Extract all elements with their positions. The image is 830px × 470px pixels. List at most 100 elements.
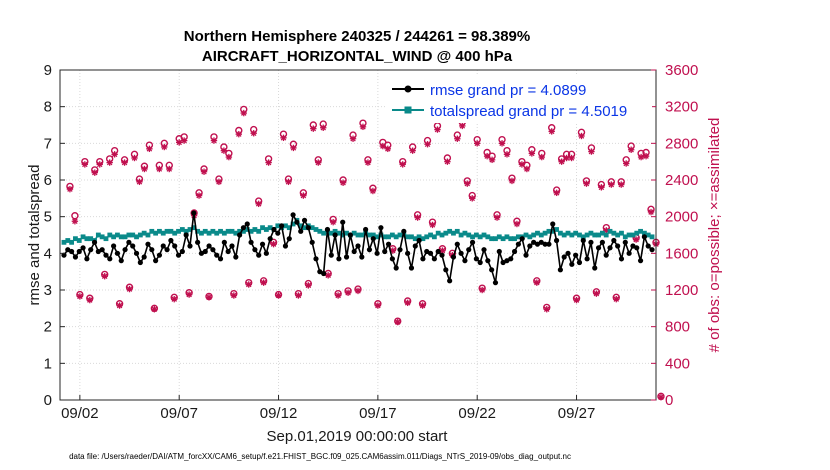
rmse-point <box>156 252 163 258</box>
rmse-point <box>91 239 98 245</box>
rmse-point <box>580 237 586 244</box>
y2-tick-label: 800 <box>665 319 690 336</box>
obs-assimilated-marker <box>265 159 272 166</box>
totalspread-point <box>73 236 78 242</box>
rmse-point <box>637 258 644 264</box>
totalspread-point <box>328 230 334 236</box>
rmse-point <box>565 250 571 256</box>
totalspread-point <box>248 228 254 234</box>
rmse-point <box>351 248 357 255</box>
y2-tick-label: 2400 <box>665 172 698 189</box>
rmse-point <box>286 236 292 242</box>
totalspread-point <box>550 228 556 234</box>
obs-assimilated-marker <box>260 279 267 286</box>
obs-assimilated-marker <box>156 165 163 173</box>
rmse-point <box>363 226 369 233</box>
obs-assimilated-marker <box>334 292 342 299</box>
x-tick-label: 09/07 <box>160 405 198 422</box>
rmse-point <box>408 265 415 271</box>
totalspread-point <box>351 230 357 236</box>
obs-assimilated-marker <box>136 178 143 186</box>
rmse-point <box>99 247 105 253</box>
x-tick-label: 09/12 <box>260 405 298 422</box>
rmse-point <box>462 258 468 264</box>
totalspread-point <box>538 232 544 238</box>
totalspread-point <box>569 232 575 238</box>
rmse-point <box>527 243 533 249</box>
rmse-point <box>187 243 193 249</box>
obs-assimilated-marker <box>66 185 74 193</box>
obs-assimilated-marker <box>583 180 590 187</box>
totalspread-point <box>302 225 307 231</box>
totalspread-point <box>237 228 243 234</box>
totalspread-point <box>229 228 235 234</box>
rmse-point <box>595 245 602 251</box>
totalspread-point <box>431 234 437 240</box>
totalspread-point <box>195 228 201 234</box>
rmse-point <box>130 243 136 249</box>
totalspread-point <box>332 228 338 234</box>
rmse-point <box>328 252 334 258</box>
totalspread-point <box>134 234 139 240</box>
obs-assimilated-marker <box>618 181 625 188</box>
obs-assimilated-marker <box>483 152 491 160</box>
obs-assimilated-marker <box>409 147 416 154</box>
totalspread-point <box>340 232 346 238</box>
totalspread-point <box>626 232 632 238</box>
totalspread-point <box>527 234 533 240</box>
obs-assimilated-marker <box>647 208 655 216</box>
obs-assimilated-marker <box>627 146 635 153</box>
rmse-point <box>69 248 75 255</box>
rmse-point <box>485 258 491 264</box>
obs-assimilated-marker <box>270 240 277 248</box>
rmse-point <box>80 245 86 251</box>
obs-assimilated-marker <box>310 125 317 132</box>
rmse-point <box>76 248 82 255</box>
rmse-point <box>279 223 285 229</box>
totalspread-point <box>451 230 456 236</box>
obs-assimilated-marker <box>613 295 620 303</box>
obs-assimilated-marker <box>121 159 128 166</box>
totalspread-point <box>496 234 502 240</box>
totalspread-point <box>199 230 204 236</box>
totalspread-point <box>214 230 220 236</box>
rmse-point <box>137 259 143 266</box>
obs-assimilated-marker <box>166 165 173 173</box>
rmse-point <box>61 252 67 258</box>
x-tick-label: 09/02 <box>61 405 99 422</box>
rmse-point <box>263 250 269 256</box>
totalspread-point <box>88 236 94 242</box>
totalspread-point <box>160 230 166 236</box>
totalspread-point <box>389 232 395 238</box>
obs-assimilated-marker <box>518 161 526 168</box>
obs-assimilated-marker <box>503 151 511 158</box>
obs-assimilated-marker <box>538 153 545 161</box>
totalspread-point <box>508 236 514 242</box>
totalspread-point <box>416 234 422 240</box>
rmse-point <box>573 252 579 258</box>
totalspread-point <box>531 232 537 238</box>
totalspread-point <box>286 225 292 231</box>
totalspread-point <box>221 230 227 236</box>
rmse-point <box>569 261 575 267</box>
totalspread-point <box>130 232 136 238</box>
totalspread-point <box>596 232 601 238</box>
rmse-point <box>336 256 342 262</box>
rmse-point <box>114 250 121 256</box>
obs-assimilated-marker <box>488 156 496 164</box>
rmse-point <box>511 248 518 255</box>
totalspread-point <box>454 228 460 234</box>
rmse-point <box>175 252 182 258</box>
rmse-point <box>72 254 79 260</box>
totalspread-point <box>435 230 441 236</box>
obs-assimilated-marker <box>305 282 312 289</box>
rmse-point <box>309 239 315 245</box>
totalspread-point <box>344 230 349 236</box>
totalspread-point <box>298 223 304 229</box>
y2-tick-label: 2000 <box>665 209 698 226</box>
totalspread-point <box>256 228 262 234</box>
obs-assimilated-marker <box>588 148 595 155</box>
obs-assimilated-marker <box>320 124 327 131</box>
totalspread-point <box>241 228 246 234</box>
rmse-point <box>374 250 380 256</box>
